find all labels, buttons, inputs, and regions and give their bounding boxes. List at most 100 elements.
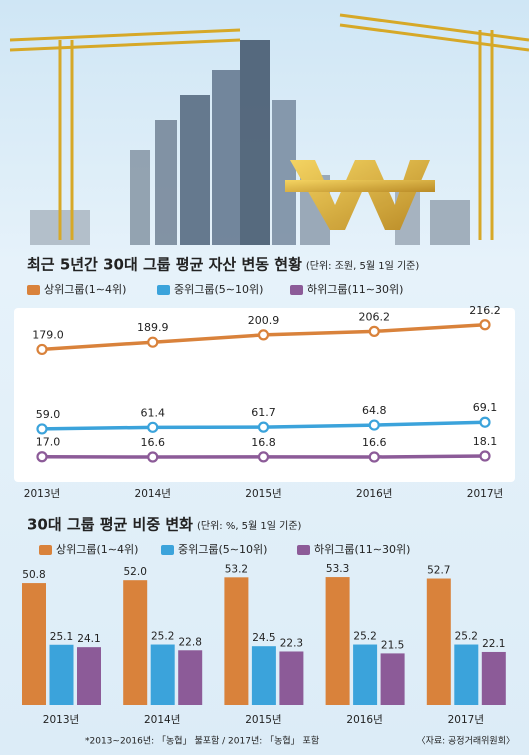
- bar: [150, 644, 175, 705]
- value-label: 25.2: [151, 631, 174, 643]
- value-label: 179.0: [32, 328, 64, 341]
- marker: [368, 325, 380, 337]
- x-tick-label: 2016년: [356, 488, 392, 500]
- won-sign: [285, 160, 435, 230]
- marker: [368, 451, 380, 463]
- source: 〈자료: 공정거래위원회〉: [417, 736, 515, 747]
- building: [240, 40, 270, 245]
- chart-title: 30대 그룹 평균 비중 변화: [27, 516, 193, 534]
- bar: [279, 651, 304, 705]
- marker: [147, 451, 159, 463]
- chart-title: 최근 5년간 30대 그룹 평균 자산 변동 현황: [27, 256, 302, 274]
- crane-right: [339, 13, 529, 240]
- value-label: 16.6: [141, 436, 166, 449]
- legend-swatch: [157, 285, 170, 295]
- bar: [426, 578, 451, 705]
- marker: [36, 423, 48, 435]
- marker: [479, 450, 491, 462]
- marker: [479, 319, 491, 331]
- x-tick-label: 2017년: [448, 714, 484, 726]
- x-tick-label: 2013년: [24, 488, 60, 500]
- legend-swatch: [161, 545, 174, 555]
- bar: [380, 653, 405, 705]
- x-tick-label: 2013년: [43, 714, 79, 726]
- marker: [479, 416, 491, 428]
- value-label: 52.7: [427, 565, 450, 577]
- legend-label: 중위그룹(5∼10위): [178, 543, 267, 556]
- bar: [353, 644, 378, 705]
- value-label: 17.0: [36, 436, 61, 449]
- value-label: 22.3: [280, 637, 303, 649]
- value-label: 25.2: [455, 631, 478, 643]
- legend-swatch: [39, 545, 52, 555]
- marker: [147, 421, 159, 433]
- illustration: [9, 13, 529, 245]
- x-tick-label: 2015년: [245, 488, 281, 500]
- footnote: *2013∼2016년: 「농협」 불포함 / 2017년: 「농협」 포함: [85, 735, 319, 747]
- legend-label: 상위그룹(1∼4위): [56, 543, 138, 556]
- marker: [36, 451, 48, 463]
- bar: [481, 651, 506, 705]
- value-label: 16.8: [251, 436, 276, 449]
- bar: [224, 577, 249, 705]
- value-label: 69.1: [473, 401, 498, 414]
- legend-swatch: [290, 285, 303, 295]
- building: [212, 70, 240, 245]
- plot-area: [14, 308, 515, 482]
- value-label: 61.7: [251, 406, 276, 419]
- value-label: 22.1: [482, 638, 505, 650]
- building: [155, 120, 177, 245]
- value-label: 52.0: [124, 566, 147, 578]
- legend-label: 하위그룹(11∼30위): [307, 282, 403, 296]
- x-tick-label: 2014년: [144, 714, 180, 726]
- x-tick-label: 2017년: [467, 488, 503, 500]
- value-label: 189.9: [137, 321, 169, 334]
- x-tick-label: 2015년: [245, 714, 281, 726]
- legend-swatch: [27, 285, 40, 295]
- chart-subtitle: (단위: %, 5월 1일 기준): [197, 519, 302, 532]
- bar: [178, 650, 203, 705]
- building: [272, 100, 296, 245]
- x-tick-label: 2016년: [346, 714, 382, 726]
- value-label: 200.9: [248, 314, 280, 327]
- value-label: 16.6: [362, 436, 387, 449]
- value-label: 18.1: [473, 435, 498, 448]
- marker: [257, 421, 270, 433]
- value-label: 24.1: [77, 633, 100, 645]
- marker: [257, 329, 270, 341]
- chart-subtitle: (단위: 조원, 5월 1일 기준): [306, 259, 419, 272]
- marker: [368, 419, 380, 431]
- building: [130, 150, 150, 245]
- bar: [77, 647, 101, 705]
- marker: [257, 451, 270, 463]
- legend-label: 하위그룹(11∼30위): [314, 542, 410, 556]
- bar: [251, 646, 276, 705]
- value-label: 64.8: [362, 404, 387, 417]
- building: [430, 200, 470, 245]
- value-label: 53.2: [225, 563, 248, 575]
- marker: [147, 336, 159, 348]
- value-label: 59.0: [36, 408, 61, 421]
- value-label: 25.2: [353, 631, 376, 643]
- x-tick-label: 2014년: [135, 488, 171, 500]
- bar: [123, 580, 148, 705]
- crane-left: [9, 28, 241, 240]
- marker: [36, 343, 48, 356]
- value-label: 25.1: [50, 631, 73, 643]
- bar: [22, 583, 46, 705]
- building: [180, 95, 210, 245]
- bar: [325, 577, 350, 705]
- value-label: 21.5: [381, 639, 404, 651]
- value-label: 22.8: [179, 636, 202, 648]
- bar: [454, 644, 479, 705]
- value-label: 61.4: [141, 406, 166, 419]
- value-label: 206.2: [359, 310, 391, 323]
- value-label: 53.3: [326, 563, 349, 575]
- legend-label: 중위그룹(5∼10위): [174, 283, 263, 296]
- value-label: 50.8: [22, 569, 45, 581]
- legend-swatch: [297, 545, 310, 555]
- legend-label: 상위그룹(1∼4위): [44, 283, 126, 296]
- value-label: 216.2: [469, 304, 501, 317]
- value-label: 24.5: [252, 632, 275, 644]
